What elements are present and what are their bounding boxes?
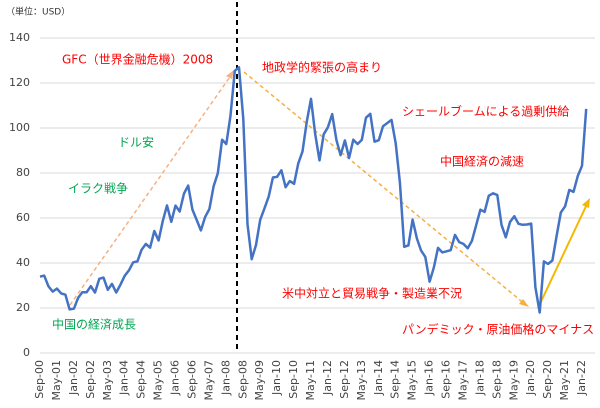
x-tick-label: May-03	[101, 360, 114, 401]
y-tick-label: 80	[16, 166, 30, 179]
x-tick-label: Jan-08	[219, 360, 232, 396]
y-tick-label: 140	[9, 31, 30, 44]
trend-arrow	[537, 201, 589, 309]
y-tick-label: 100	[9, 121, 30, 134]
x-tick-label: May-01	[50, 360, 63, 401]
x-tick-label: Jan-14	[372, 360, 385, 396]
x-tick-label: May-15	[406, 360, 419, 401]
trend-arrow	[243, 71, 527, 306]
x-tick-label: Sep-20	[541, 360, 554, 399]
x-tick-label: May-07	[202, 360, 215, 401]
x-tick-label: Sep-10	[287, 360, 300, 399]
arrow-head	[582, 198, 590, 208]
x-tick-label: Sep-16	[440, 360, 453, 399]
x-tick-label: Jan-12	[321, 360, 334, 396]
x-tick-label: Sep-00	[33, 360, 46, 399]
x-tick-label: Sep-18	[490, 360, 503, 399]
x-tick-label: Jan-06	[169, 360, 182, 396]
x-tick-label: Jan-18	[473, 360, 486, 396]
unit-note: （単位：USD）	[6, 6, 70, 18]
annotation: 地政学的緊張の高まり	[262, 60, 382, 75]
x-tick-label: Sep-04	[135, 360, 148, 399]
x-tick-label: Sep-02	[84, 360, 97, 399]
annotation: GFC（世界金融危機）2008	[62, 52, 213, 67]
x-tick-label: Jan-22	[575, 360, 588, 396]
x-tick-label: Jan-04	[118, 360, 131, 396]
arrow-head	[226, 70, 234, 79]
x-tick-label: Jan-20	[524, 360, 537, 396]
y-tick-label: 20	[16, 301, 30, 314]
x-tick-label: Sep-06	[185, 360, 198, 399]
annotation: シェールブームによる過剰供給	[402, 104, 569, 119]
x-tick-label: May-09	[253, 360, 266, 401]
price-line	[39, 66, 588, 314]
y-tick-label: 120	[9, 76, 30, 89]
x-tick-label: Sep-12	[338, 360, 351, 399]
x-tick-label: May-05	[152, 360, 165, 401]
x-tick-label: Jan-10	[270, 360, 283, 396]
x-tick-label: Jan-16	[423, 360, 436, 396]
annotation: イラク戦争	[68, 182, 128, 196]
x-tick-label: May-19	[507, 360, 520, 401]
annotation: 中国経済の減速	[440, 154, 524, 169]
arrow-head	[519, 299, 529, 307]
annotation: 米中対立と貿易戦争・製造業不況	[282, 286, 462, 301]
trend-arrow	[69, 73, 233, 306]
x-tick-label: May-17	[456, 360, 469, 401]
x-tick-label: May-21	[558, 360, 571, 401]
x-tick-label: May-11	[304, 360, 317, 401]
annotation: 中国の経済成長	[52, 317, 136, 332]
y-tick-label: 0	[23, 346, 30, 359]
y-tick-label: 60	[16, 211, 30, 224]
annotation: パンデミック・原油価格のマイナス	[402, 322, 594, 337]
x-tick-label: Jan-02	[67, 360, 80, 396]
x-tick-label: Sep-08	[236, 360, 249, 399]
annotation: ドル安	[118, 135, 154, 150]
y-tick-label: 40	[16, 256, 30, 269]
x-tick-label: May-13	[355, 360, 368, 401]
x-tick-label: Sep-14	[389, 360, 402, 399]
